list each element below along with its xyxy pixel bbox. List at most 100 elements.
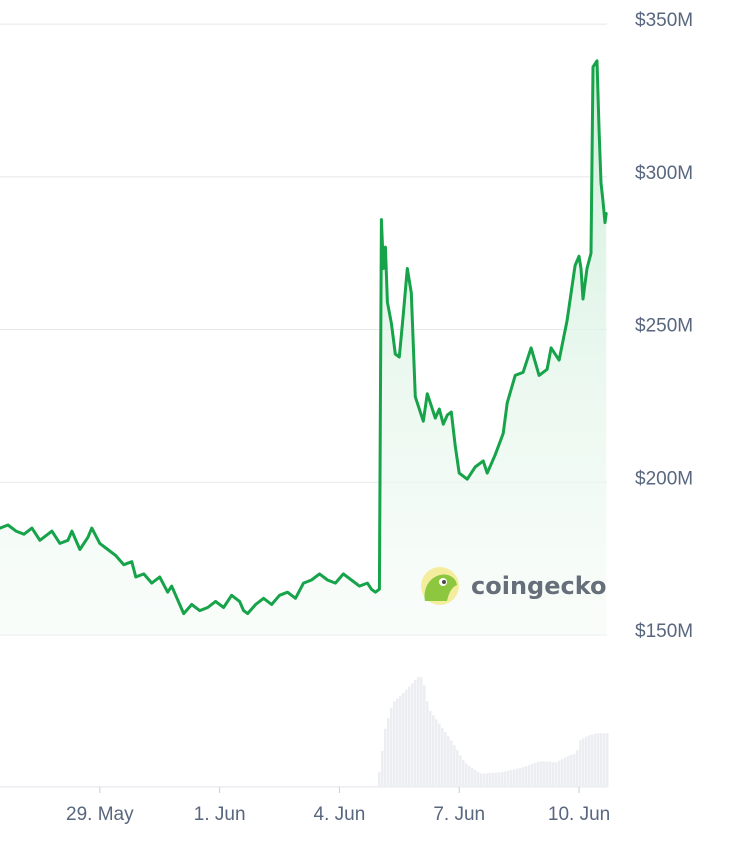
volume-bar — [309, 785, 312, 787]
volume-bar — [465, 763, 468, 787]
volume-bar — [387, 718, 390, 787]
volume-bar — [288, 785, 291, 787]
volume-bar — [402, 693, 405, 787]
volume-bar — [99, 785, 102, 787]
volume-bar — [249, 785, 252, 787]
volume-bar — [204, 785, 207, 787]
volume-bar — [525, 765, 528, 787]
x-tick-label: 1. Jun — [194, 804, 246, 825]
volume-bar — [78, 785, 81, 787]
volume-bar — [591, 734, 594, 787]
volume-bar — [3, 785, 6, 787]
volume-bar — [159, 785, 162, 787]
y-tick-label: $150M — [635, 621, 693, 642]
volume-bar — [207, 785, 210, 787]
volume-bar — [594, 733, 597, 787]
volume-bar — [243, 785, 246, 787]
volume-bar — [504, 771, 507, 787]
volume-bar — [537, 761, 540, 787]
volume-bar — [474, 769, 477, 787]
volume-bar — [72, 785, 75, 787]
volume-bar — [375, 785, 378, 787]
volume-bar — [273, 785, 276, 787]
volume-bar — [237, 785, 240, 787]
volume-bar — [165, 785, 168, 787]
volume-bar — [87, 785, 90, 787]
volume-bar — [183, 785, 186, 787]
volume-bar — [468, 765, 471, 787]
volume-bar — [519, 767, 522, 787]
volume-bar — [555, 762, 558, 787]
volume-bar — [456, 750, 459, 787]
volume-bar — [393, 701, 396, 787]
volume-bar — [423, 685, 426, 787]
volume-bar — [258, 785, 261, 787]
volume-bar — [219, 785, 222, 787]
volume-bar — [231, 785, 234, 787]
x-tick-label: 10. Jun — [548, 804, 610, 825]
volume-bar — [480, 773, 483, 787]
volume-bar — [450, 740, 453, 787]
volume-bar — [123, 785, 126, 787]
x-tick-label: 29. May — [66, 804, 134, 825]
coingecko-watermark: coingecko — [421, 567, 607, 605]
volume-bar — [246, 785, 249, 787]
volume-bar — [111, 785, 114, 787]
volume-bar — [435, 719, 438, 787]
volume-bar — [558, 760, 561, 787]
volume-bar — [552, 762, 555, 787]
volume-bar — [114, 785, 117, 787]
volume-bar — [138, 785, 141, 787]
volume-bar — [606, 733, 609, 787]
volume-bar — [417, 676, 420, 787]
volume-bar — [438, 723, 441, 787]
volume-bar — [447, 736, 450, 787]
volume-bar — [162, 785, 165, 787]
volume-bar — [378, 771, 381, 787]
volume-bar — [291, 785, 294, 787]
volume-bar — [60, 785, 63, 787]
volume-bar — [483, 773, 486, 787]
volume-bar — [411, 683, 414, 787]
volume-bar — [315, 785, 318, 787]
volume-bar — [585, 736, 588, 787]
volume-bar — [0, 785, 3, 787]
volume-bar — [414, 679, 417, 787]
price-area — [0, 60, 607, 636]
volume-bar — [42, 785, 45, 787]
volume-bar — [462, 760, 465, 787]
volume-bar — [105, 785, 108, 787]
x-tick-label: 7. Jun — [433, 804, 485, 825]
volume-bar — [426, 701, 429, 787]
volume-bar — [174, 785, 177, 787]
volume-bar — [150, 785, 153, 787]
volume-bar — [471, 767, 474, 787]
volume-bar — [540, 761, 543, 787]
volume-bar — [93, 785, 96, 787]
volume-bar — [297, 785, 300, 787]
volume-bar — [564, 757, 567, 787]
volume-bar — [363, 785, 366, 787]
volume-bar — [534, 762, 537, 787]
volume-bar — [267, 785, 270, 787]
volume-bar — [81, 785, 84, 787]
volume-bar — [357, 785, 360, 787]
volume-bar — [276, 785, 279, 787]
volume-bar — [588, 735, 591, 787]
volume-bar — [420, 676, 423, 787]
volume-bar — [264, 785, 267, 787]
volume-bar — [306, 785, 309, 787]
volume-bar — [282, 785, 285, 787]
volume-bar — [156, 785, 159, 787]
volume-bar — [201, 785, 204, 787]
volume-bar — [9, 785, 12, 787]
volume-bar — [57, 785, 60, 787]
volume-bar — [372, 785, 375, 787]
volume-bar — [186, 785, 189, 787]
volume-bar — [579, 740, 582, 787]
volume-bar — [252, 785, 255, 787]
volume-bar — [408, 686, 411, 787]
volume-bar — [405, 689, 408, 787]
x-tick-label: 4. Jun — [314, 804, 366, 825]
